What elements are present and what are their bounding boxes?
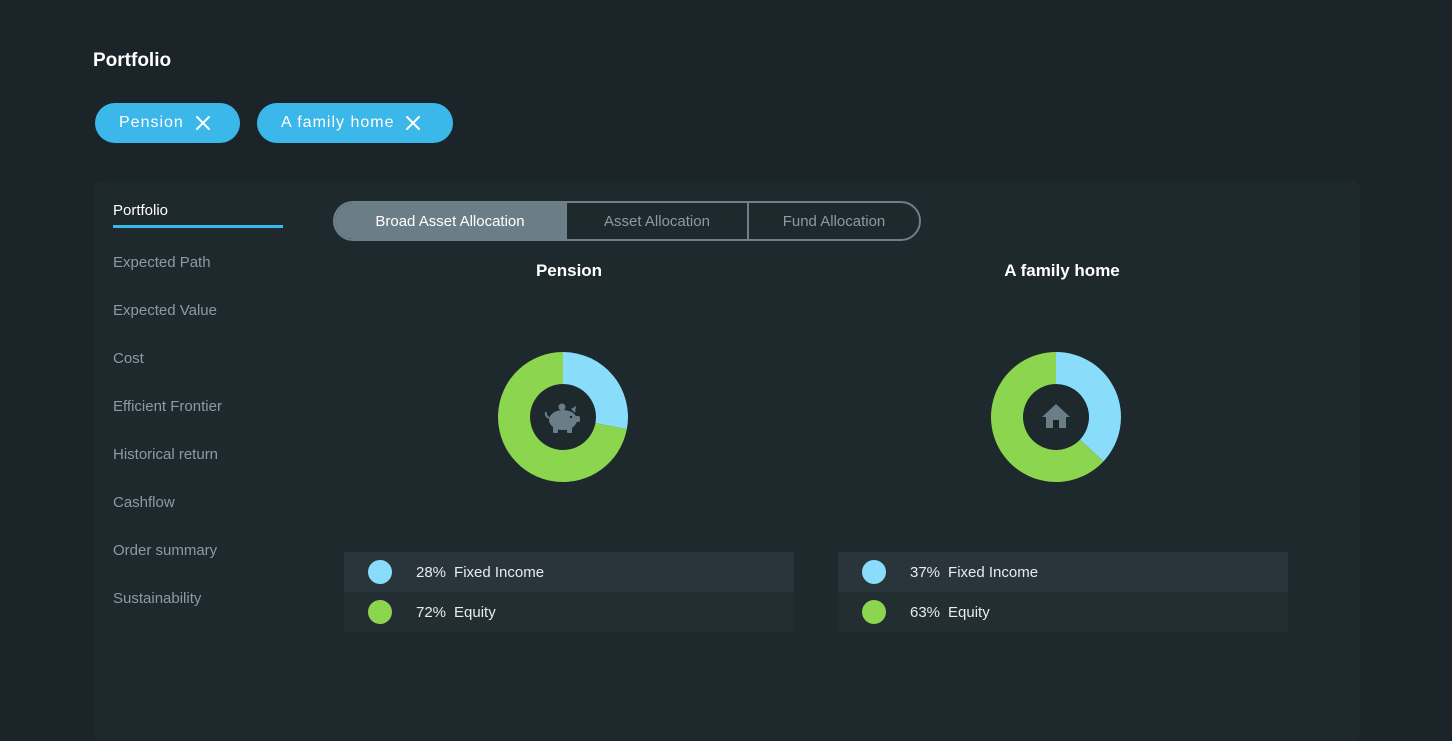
page-title: Portfolio: [93, 50, 172, 71]
close-icon[interactable]: [195, 115, 211, 131]
legend-value: 63%: [910, 603, 941, 621]
tab-fund-allocation[interactable]: Fund Allocation: [747, 203, 919, 239]
nav-item-cost[interactable]: Cost: [113, 350, 144, 367]
allocation-tabs: Broad Asset Allocation Asset Allocation …: [333, 201, 921, 241]
legend-value: 37%: [910, 563, 941, 581]
slice-equity: [991, 352, 1104, 482]
fixed-income-dot-icon: [368, 560, 392, 584]
nav-item-historical-return[interactable]: Historical return: [113, 446, 219, 463]
legend-value: 72%: [416, 603, 447, 621]
donut-chart-pension: [498, 352, 628, 482]
fixed-income-dot-icon: [862, 560, 886, 584]
legend-item-fixed-income: 37% Fixed Income: [838, 552, 1288, 592]
legend-pension: 28% Fixed Income 72% Equity: [344, 552, 794, 632]
legend-label: Fixed Income: [454, 563, 545, 581]
house-icon: [1042, 404, 1070, 428]
legend-item-equity: 63% Equity: [838, 592, 1288, 632]
chip-label: Pension: [119, 114, 184, 131]
slice-equity: [498, 352, 627, 482]
donut-chart-family-home: [991, 352, 1121, 482]
chart-title: A family home: [1004, 261, 1120, 280]
legend-label: Fixed Income: [948, 563, 1039, 581]
nav-active-underline: [113, 225, 283, 228]
legend-label: Equity: [454, 603, 496, 621]
tab-asset-allocation[interactable]: Asset Allocation: [565, 203, 747, 239]
nav-item-expected-path[interactable]: Expected Path: [113, 254, 211, 271]
legend-item-equity: 72% Equity: [344, 592, 794, 632]
nav-item-expected-value[interactable]: Expected Value: [113, 302, 217, 319]
close-icon[interactable]: [405, 115, 421, 131]
nav-item-efficient-frontier[interactable]: Efficient Frontier: [113, 398, 222, 415]
slice-fixed-income: [1056, 352, 1121, 462]
chip-family-home[interactable]: A family home: [257, 103, 453, 143]
equity-dot-icon: [368, 600, 392, 624]
chip-label: A family home: [281, 114, 395, 131]
legend-item-fixed-income: 28% Fixed Income: [344, 552, 794, 592]
nav-item-portfolio[interactable]: Portfolio: [113, 202, 169, 219]
nav-item-order-summary[interactable]: Order summary: [113, 542, 218, 559]
legend-label: Equity: [948, 603, 990, 621]
tab-broad-asset-allocation[interactable]: Broad Asset Allocation: [335, 203, 565, 239]
chart-title: Pension: [535, 261, 603, 280]
slice-fixed-income: [563, 352, 628, 430]
portfolio-panel: [94, 181, 1360, 741]
legend-value: 28%: [416, 563, 447, 581]
legend-family-home: 37% Fixed Income 63% Equity: [838, 552, 1288, 632]
nav-item-sustainability[interactable]: Sustainability: [113, 590, 202, 607]
chip-pension[interactable]: Pension: [95, 103, 240, 143]
piggy-bank-icon: [544, 403, 580, 433]
equity-dot-icon: [862, 600, 886, 624]
nav-item-cashflow[interactable]: Cashflow: [113, 494, 175, 511]
